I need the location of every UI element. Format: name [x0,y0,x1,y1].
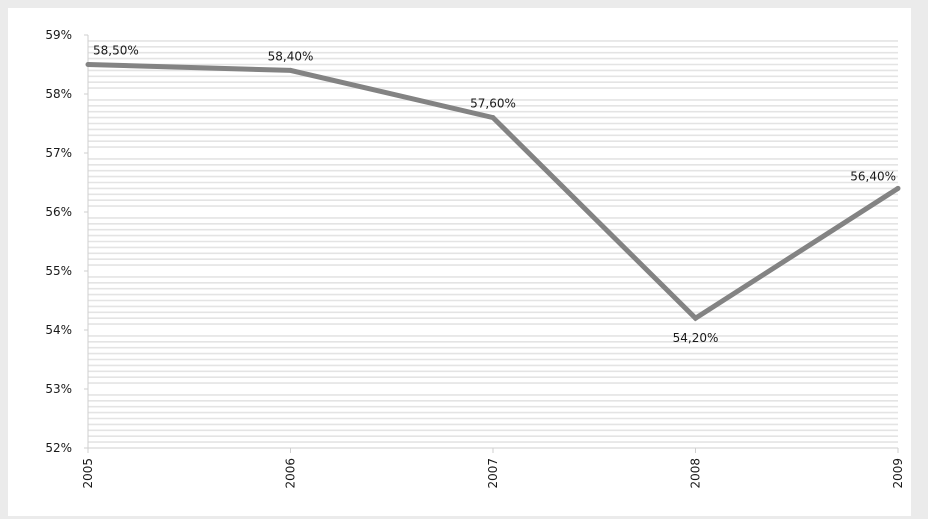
data-label: 58,40% [268,49,314,63]
x-tick-label: 2005 [81,458,95,489]
chart-panel [8,8,911,516]
y-tick-label: 55% [45,264,72,278]
data-point [693,315,698,321]
data-label: 54,20% [673,331,719,345]
y-tick-label: 53% [45,382,72,396]
data-label: 56,40% [850,169,896,183]
x-tick-label: 2007 [486,458,500,489]
y-tick-label: 54% [45,323,72,337]
x-tick-label: 2009 [891,458,905,489]
data-label: 57,60% [470,97,516,111]
y-tick-label: 56% [45,205,72,219]
data-label: 58,50% [93,44,139,58]
data-point [85,62,91,67]
x-tick-label: 2008 [689,458,703,489]
data-point [895,185,901,191]
y-tick-label: 57% [45,146,72,160]
x-tick-label: 2006 [284,458,298,489]
y-tick-label: 58% [45,87,72,101]
y-tick-label: 52% [45,441,72,455]
data-point [288,67,293,73]
y-tick-label: 59% [45,28,72,42]
data-point [490,115,496,121]
